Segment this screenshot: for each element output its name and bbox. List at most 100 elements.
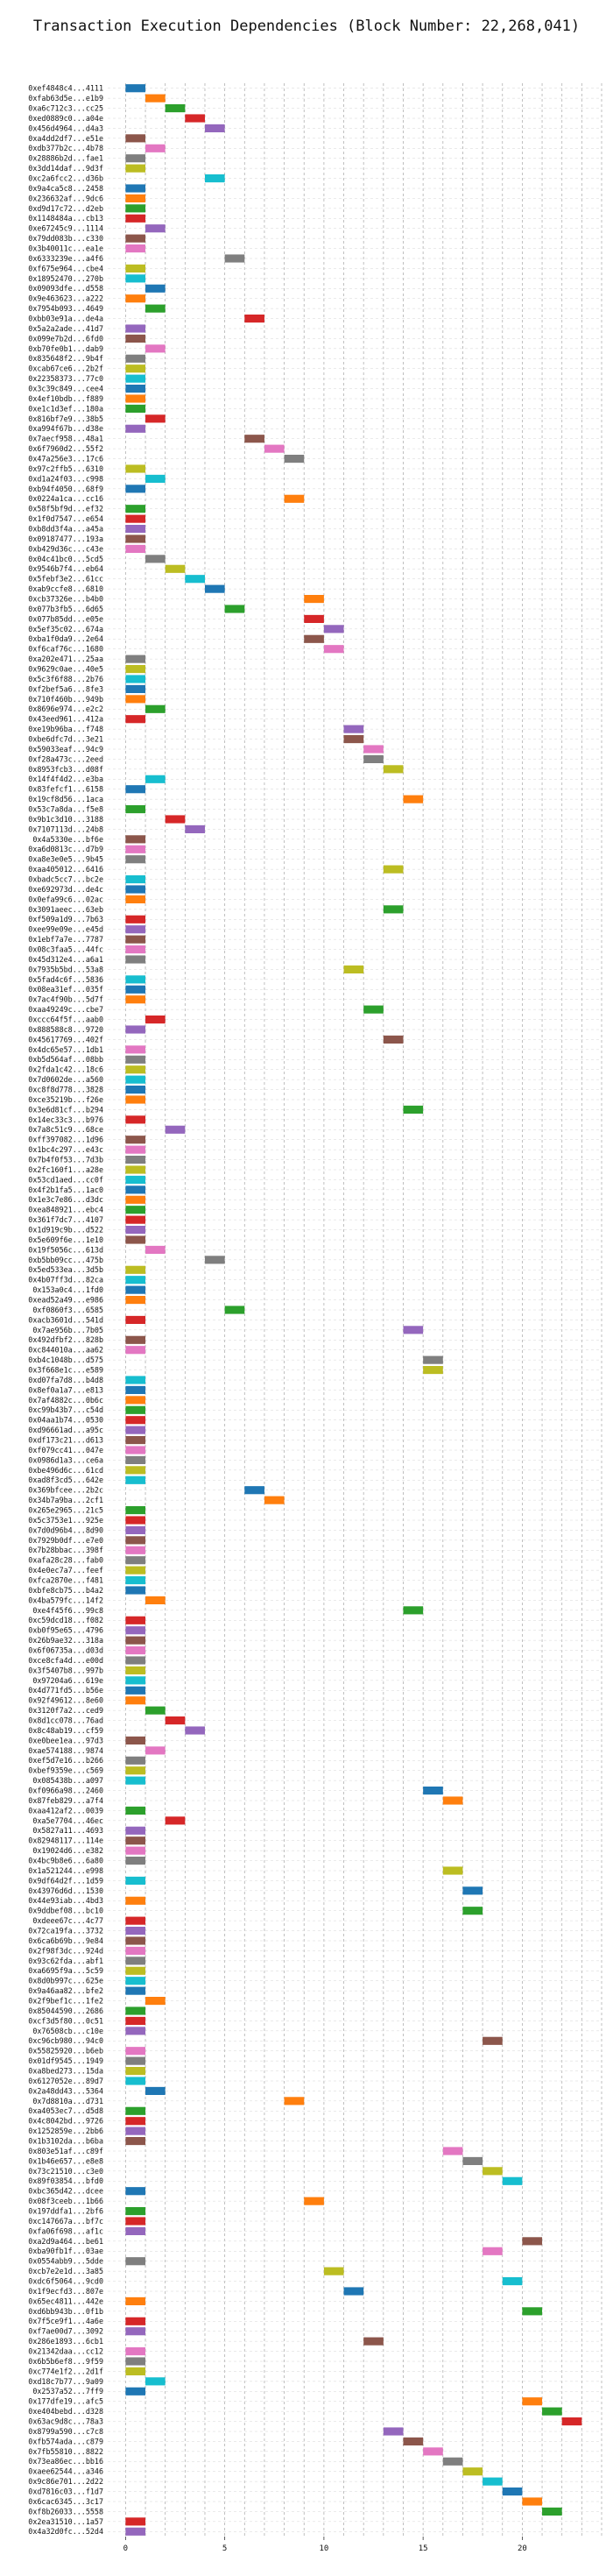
transaction-bar [125,1055,146,1064]
y-tick-label: 0xf0966a98...2460 [28,1786,103,1794]
y-tick-label: 0xc844010a...aa62 [28,1346,103,1355]
y-tick-label: 0x1d919c9b...d522 [28,1225,103,1234]
y-tick-label: 0x8953fcb3...d08f [28,765,103,774]
transaction-bar [383,905,404,914]
y-tick-label: 0x286e1893...6cb1 [28,2337,103,2346]
y-tick-label: 0xfab63d5e...e1b9 [28,94,103,103]
transaction-bar [125,485,146,493]
transaction-bar [125,1276,146,1284]
transaction-bar [403,795,424,803]
y-tick-label: 0x803e51af...c89f [28,2147,103,2155]
y-tick-label: 0x816bf7e9...38b5 [28,414,103,423]
transaction-bar [522,2307,543,2316]
y-tick-label: 0x7935b5bd...53a8 [28,965,103,973]
transaction-bar [125,2006,146,2015]
y-tick-label: 0x18952470...270b [28,274,103,283]
transaction-bar [125,1025,146,1034]
y-tick-label: 0xdb377b2c...4b78 [28,144,103,152]
y-tick-label: 0x5febf3e2...61cc [28,575,103,584]
y-tick-label: 0x58f5bf9d...ef32 [28,505,103,513]
transaction-bar [125,1836,146,1845]
y-tick-label: 0x2a48dd43...5364 [28,2086,103,2095]
y-tick-label: 0xc2a6fcc2...d36b [28,173,103,182]
transaction-bar [125,1776,146,1785]
y-tick-label: 0x14f4f4d2...e3ba [28,775,103,783]
transaction-bar [483,2247,503,2255]
transaction-bar [185,114,205,123]
transaction-bar [145,344,166,353]
y-tick-label: 0x6cac6345...3c17 [28,2497,103,2506]
transaction-bar [264,1496,285,1504]
transaction-bar [125,394,146,403]
transaction-bar [125,1215,146,1224]
y-tick-label: 0xbe496d6c...61cd [28,1466,103,1475]
y-tick-label: 0xd1a24f03...c998 [28,474,103,483]
transaction-bar [224,605,245,613]
transaction-bar [423,1787,443,1795]
y-tick-label: 0xff397082...1d96 [28,1136,103,1144]
transaction-bar [125,134,146,143]
y-tick-label: 0xb8dd3f4a...a45a [28,524,103,533]
transaction-bar [125,1616,146,1624]
transaction-bar [125,505,146,513]
y-tick-label: 0x93c62fda...abf1 [28,1957,103,1965]
transaction-bar [423,2447,443,2456]
y-tick-label: 0xb0f95e65...4796 [28,1626,103,1635]
transaction-bar [542,2407,562,2416]
transaction-bar [125,1426,146,1434]
y-tick-label: 0x73c21510...c3e0 [28,2167,103,2176]
y-tick-label: 0xbfe8cb75...b4a2 [28,1586,103,1595]
y-tick-label: 0x077b85dd...e05e [28,614,103,623]
transaction-bar [502,2488,523,2496]
x-tick-label: 15 [419,2544,428,2553]
transaction-bar [125,204,146,213]
y-tick-label: 0xd6bb943b...0f1b [28,2307,103,2316]
transaction-bar [125,1566,146,1575]
y-tick-label: 0x1f0d7547...e654 [28,514,103,523]
y-tick-label: 0x8c48ab19...cf59 [28,1726,103,1735]
transaction-bar [383,2427,404,2436]
transaction-bar [125,885,146,894]
transaction-bar [125,2127,146,2135]
y-tick-label: 0x710f460b...949b [28,695,103,704]
y-tick-label: 0x197ddfa1...2bf6 [28,2206,103,2215]
y-tick-label: 0xb94f4050...68f9 [28,485,103,493]
transaction-bar [145,1016,166,1024]
transaction-bar [125,2077,146,2085]
y-tick-label: 0x3c39c849...cee4 [28,384,103,393]
transaction-bar [125,1966,146,1975]
y-tick-label: 0x5a2a2ade...41d7 [28,324,103,333]
transaction-bar [125,995,146,1004]
y-tick-label: 0x1e3c7e86...d3dc [28,1195,103,1204]
transaction-bar [343,2287,364,2296]
transaction-bar [145,284,166,293]
y-tick-label: 0x6127052e...89d7 [28,2077,103,2085]
transaction-bar [264,444,285,453]
y-tick-label: 0x08c3faa5...44fc [28,945,103,953]
transaction-bar [125,1556,146,1565]
transaction-bar [125,1756,146,1765]
transaction-bar [125,424,146,433]
transaction-bar [125,1977,146,1985]
transaction-bar [125,1405,146,1414]
transaction-bar [165,1125,186,1134]
transaction-bar [165,815,186,824]
transaction-bar [224,1306,245,1314]
transaction-bar [125,1586,146,1595]
transaction-bar [125,1115,146,1124]
y-tick-label: 0x085438b...a097 [32,1776,103,1785]
transaction-bar [125,1666,146,1674]
transaction-bar [125,1396,146,1405]
y-tick-label: 0xe4f45f6...99c8 [32,1606,103,1615]
y-tick-label: 0x72ca19fa...3732 [28,1926,103,1935]
transaction-bar [145,1706,166,1715]
y-tick-label: 0xcb7e2e1d...3a85 [28,2267,103,2275]
y-tick-label: 0x53c7a8da...f5e8 [28,804,103,813]
y-tick-label: 0x5c3753e1...925e [28,1516,103,1525]
transaction-bar [125,364,146,373]
transaction-bar [483,2036,503,2045]
y-tick-label: 0x4b07ff3d...82ca [28,1276,103,1284]
transaction-bar [125,1376,146,1384]
transaction-bar [125,2016,146,2025]
y-tick-label: 0xba1f0da9...2e64 [28,634,103,643]
